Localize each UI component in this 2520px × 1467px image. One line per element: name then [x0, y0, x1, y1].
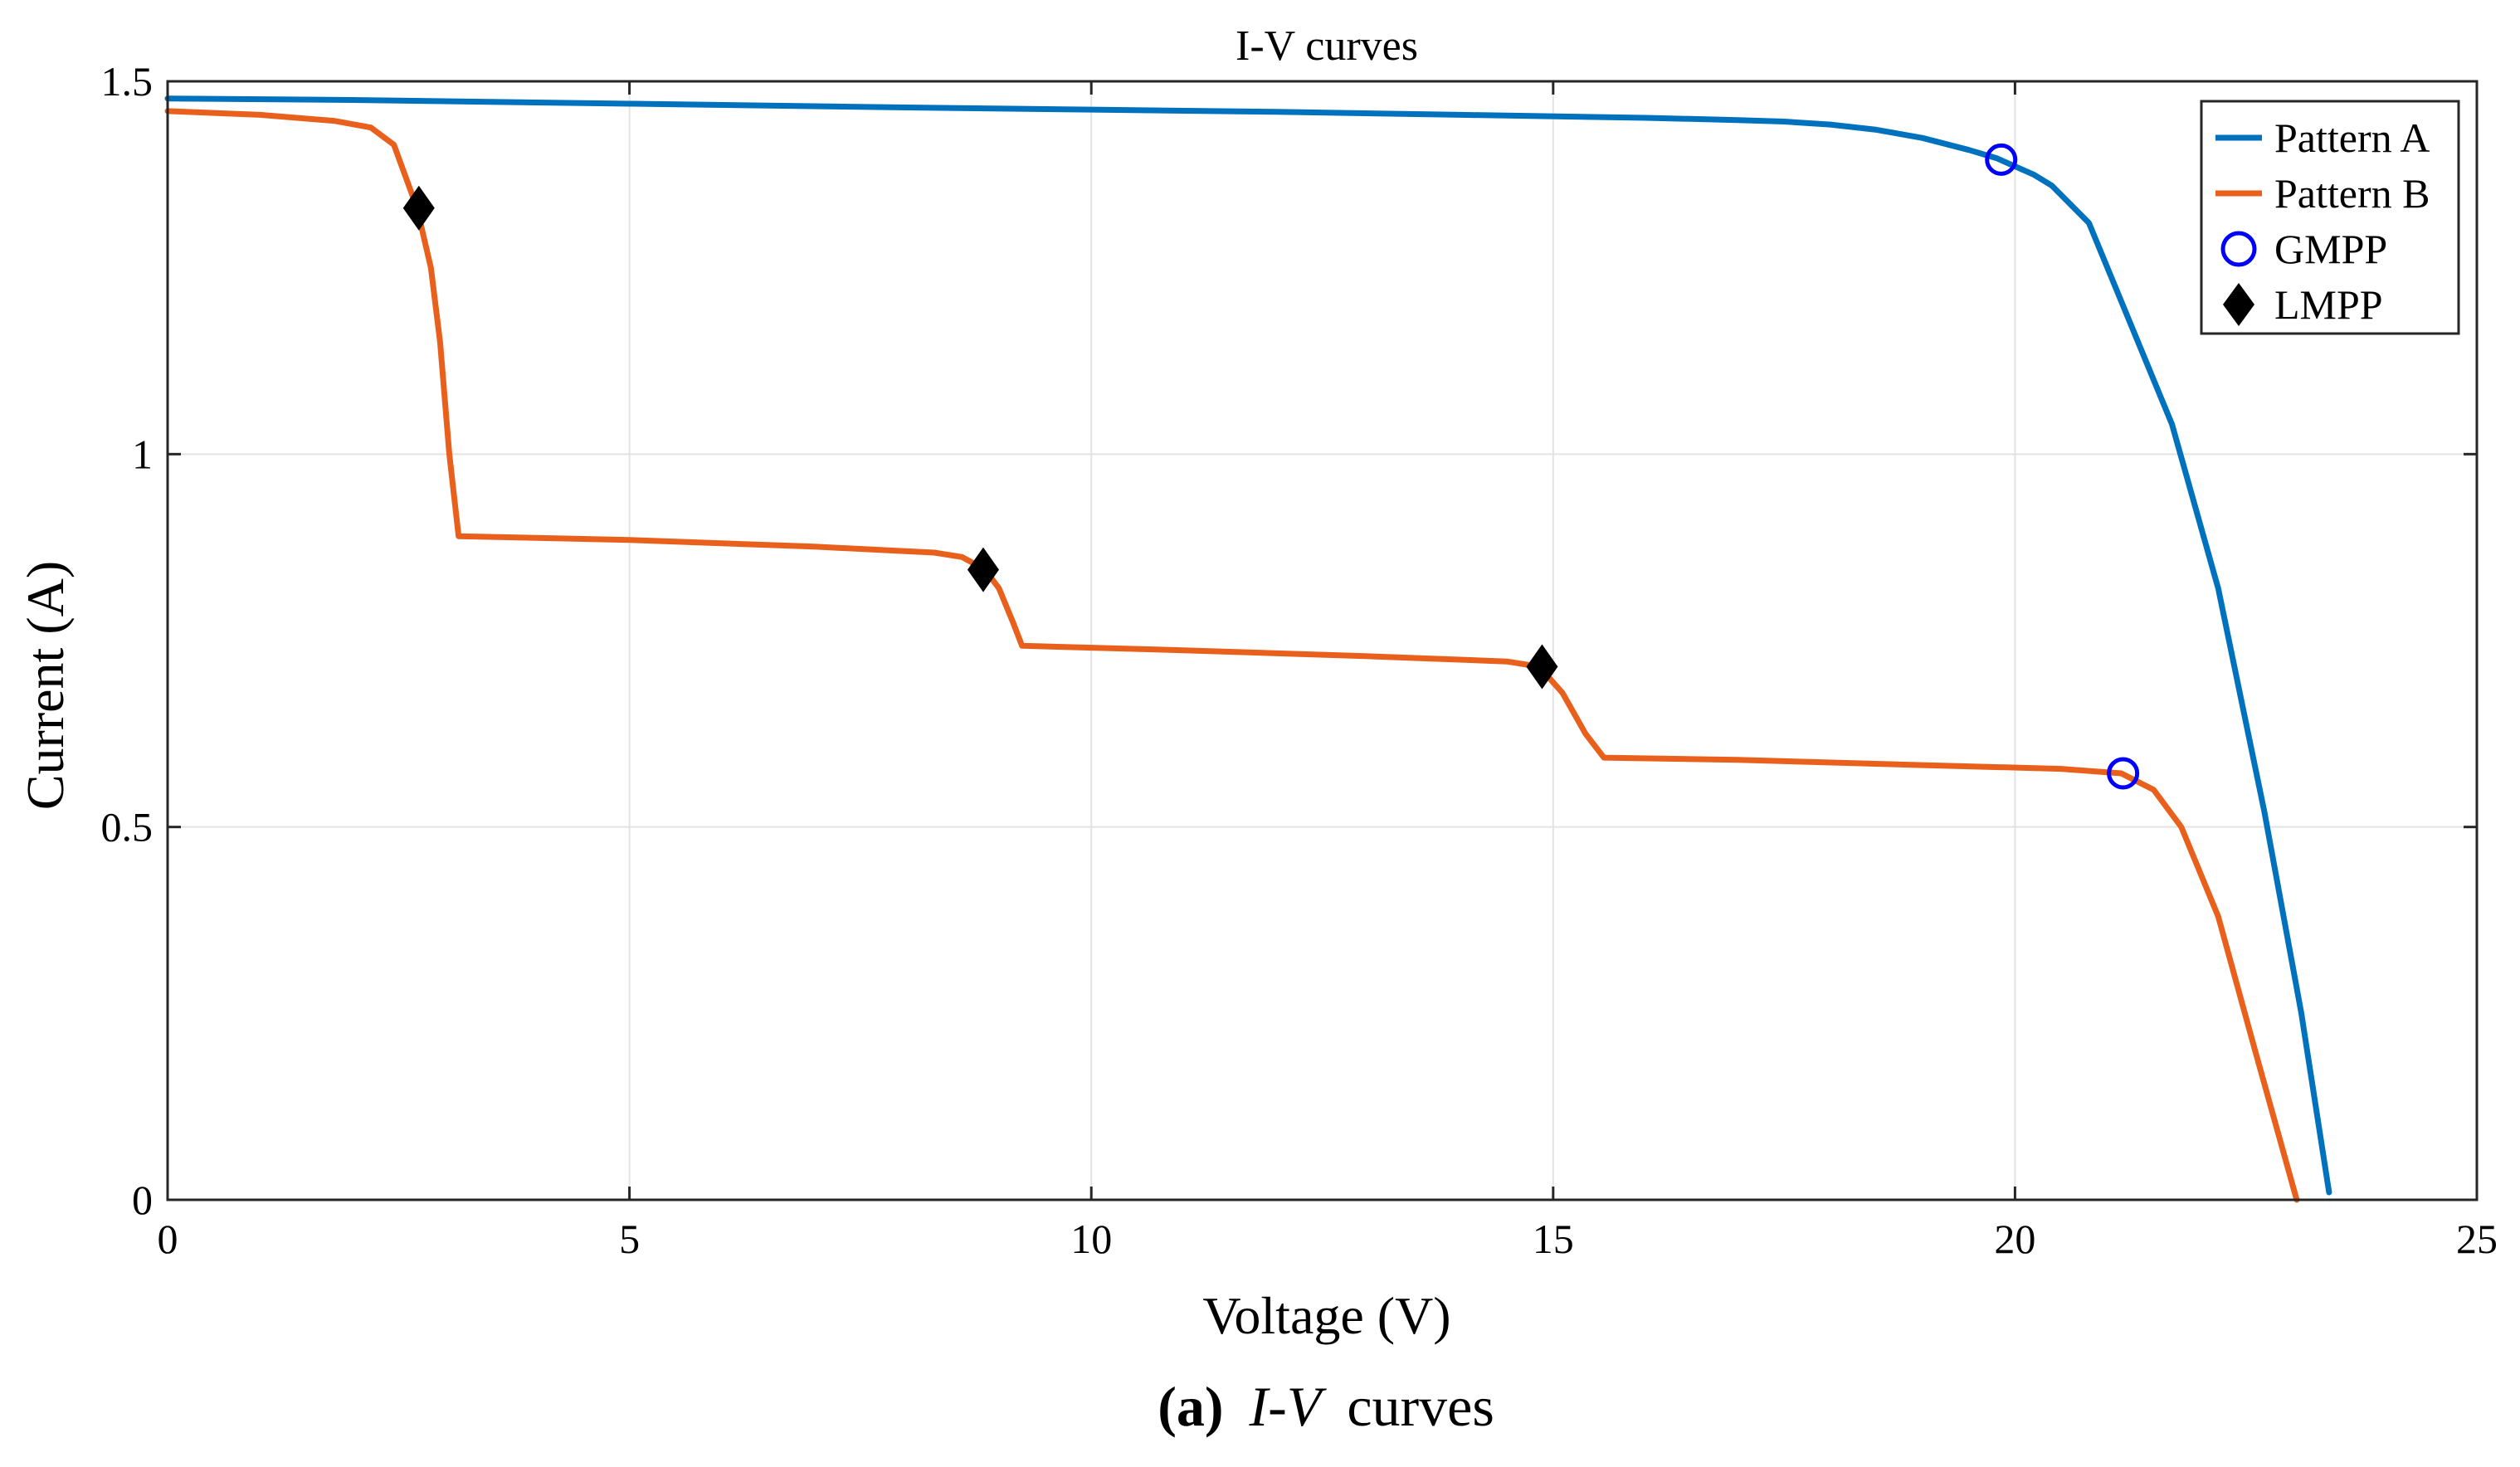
- legend-label-lmpp: LMPP: [2274, 281, 2383, 328]
- y-axis-label: Current (A): [16, 561, 75, 810]
- series-line-pattern-b: [164, 108, 2300, 1203]
- legend-label-gmpp: GMPP: [2274, 226, 2387, 272]
- axis-ticks: 0 5 10 15 20 25 0 0.5 1 1.5: [101, 58, 2498, 1262]
- legend: Pattern A Pattern B GMPP LMPP: [2200, 100, 2460, 335]
- x-tick-label: 20: [1994, 1216, 2035, 1262]
- x-tick-label: 0: [158, 1216, 178, 1262]
- legend-swatch-gmpp: [2220, 231, 2257, 267]
- x-tick-label: 10: [1070, 1216, 1112, 1262]
- y-tick-label: 1: [132, 431, 153, 477]
- lmpp-marker: [402, 185, 435, 231]
- lmpp-marker: [967, 547, 999, 592]
- x-tick-label: 5: [619, 1216, 640, 1262]
- legend-label-pattern-b: Pattern B: [2274, 170, 2430, 217]
- gmpp-marker: [2107, 757, 2140, 790]
- figure-caption: (a) I-V curves: [1158, 1375, 1494, 1438]
- legend-swatch-lmpp: [2223, 283, 2254, 326]
- x-tick-label: 25: [2456, 1216, 2498, 1262]
- caption-italic: I-V: [1248, 1375, 1327, 1438]
- axes-box: [166, 80, 2479, 1201]
- series-line-pattern-a: [164, 95, 2332, 1196]
- caption-rest: curves: [1347, 1375, 1494, 1438]
- y-tick-label: 0: [132, 1177, 153, 1223]
- y-tick-label: 0.5: [101, 804, 154, 850]
- caption-label: (a): [1158, 1375, 1223, 1438]
- plot-series: [164, 95, 2332, 1203]
- x-axis-label: Voltage (V): [1202, 1286, 1450, 1345]
- grid: [168, 81, 2477, 1200]
- y-tick-label: 1.5: [101, 58, 154, 105]
- gmpp-marker: [1985, 143, 2018, 176]
- x-tick-label: 15: [1533, 1216, 1574, 1262]
- chart-title: I-V curves: [1236, 22, 1418, 70]
- lmpp-marker: [1526, 644, 1558, 690]
- legend-label-pattern-a: Pattern A: [2274, 115, 2430, 161]
